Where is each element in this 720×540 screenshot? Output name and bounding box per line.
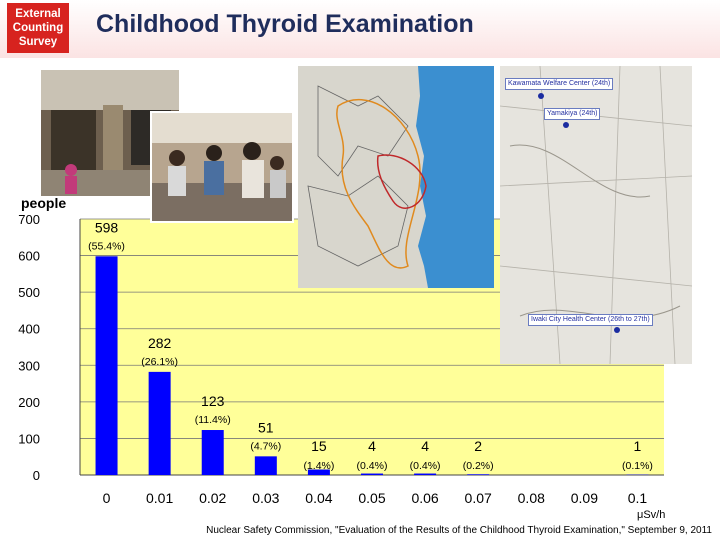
location-map: Kawamata Welfare Center (24th) Yamakiya … <box>500 66 692 364</box>
map-label-kawamata: Kawamata Welfare Center (24th) <box>505 78 614 90</box>
y-tick-label: 700 <box>18 212 40 227</box>
y-axis-label: people <box>21 195 67 211</box>
x-tick-label: 0.06 <box>411 490 438 506</box>
percent-label: (0.1%) <box>622 460 653 472</box>
percent-label: (1.4%) <box>303 460 334 472</box>
badge-line-2: Counting <box>12 22 64 34</box>
badge-line-1: External <box>15 8 61 20</box>
x-axis-unit: μSv/h <box>637 509 666 521</box>
percent-label: (11.4%) <box>195 414 231 426</box>
percent-label: (0.2%) <box>463 460 494 472</box>
percent-label: (4.7%) <box>250 440 281 452</box>
bar <box>148 371 171 475</box>
bar <box>307 469 330 475</box>
x-tick-label: 0.1 <box>628 490 648 506</box>
percent-label: (26.1%) <box>141 356 178 368</box>
bar <box>414 473 437 475</box>
percent-label: (0.4%) <box>357 460 388 472</box>
data-label: 1 <box>634 438 642 454</box>
data-label: 15 <box>311 438 327 454</box>
data-label: 123 <box>201 393 225 409</box>
badge-line-3: Survey <box>18 36 58 48</box>
y-tick-label: 400 <box>18 322 40 337</box>
bar <box>467 474 490 475</box>
y-tick-label: 100 <box>18 431 40 446</box>
x-tick-label: 0.03 <box>252 490 279 506</box>
page-title: Childhood Thyroid Examination <box>96 10 474 38</box>
area-map <box>298 66 494 288</box>
x-tick-label: 0.09 <box>571 490 598 506</box>
source-citation: Nuclear Safety Commission, "Evaluation o… <box>206 525 712 536</box>
x-tick-label: 0.05 <box>358 490 385 506</box>
x-tick-label: 0.07 <box>465 490 492 506</box>
header-band <box>0 0 720 58</box>
data-label: 51 <box>258 419 274 435</box>
y-tick-label: 0 <box>33 468 40 483</box>
y-tick-label: 500 <box>18 285 40 300</box>
y-tick-label: 200 <box>18 395 40 410</box>
percent-label: (55.4%) <box>88 240 125 252</box>
x-tick-label: 0 <box>103 490 111 506</box>
bar <box>201 430 224 475</box>
data-label: 282 <box>148 335 172 351</box>
percent-label: (0.4%) <box>410 460 441 472</box>
map-label-yamakiya: Yamakiya (24th) <box>544 108 601 120</box>
bar <box>95 256 118 475</box>
bar <box>361 473 383 475</box>
y-tick-label: 300 <box>18 358 40 373</box>
bar <box>254 456 277 475</box>
map-label-iwaki: Iwaki City Health Center (26th to 27th) <box>528 314 653 326</box>
x-tick-label: 0.01 <box>146 490 173 506</box>
data-label: 4 <box>368 438 376 454</box>
x-tick-label: 0.04 <box>305 490 332 506</box>
survey-badge: External Counting Survey <box>7 3 69 53</box>
data-label: 2 <box>474 438 482 454</box>
data-label: 4 <box>421 438 429 454</box>
data-label: 598 <box>95 219 119 235</box>
examination-photo-children <box>150 111 294 223</box>
y-tick-label: 600 <box>18 249 40 264</box>
x-tick-label: 0.02 <box>199 490 226 506</box>
x-tick-label: 0.08 <box>518 490 545 506</box>
